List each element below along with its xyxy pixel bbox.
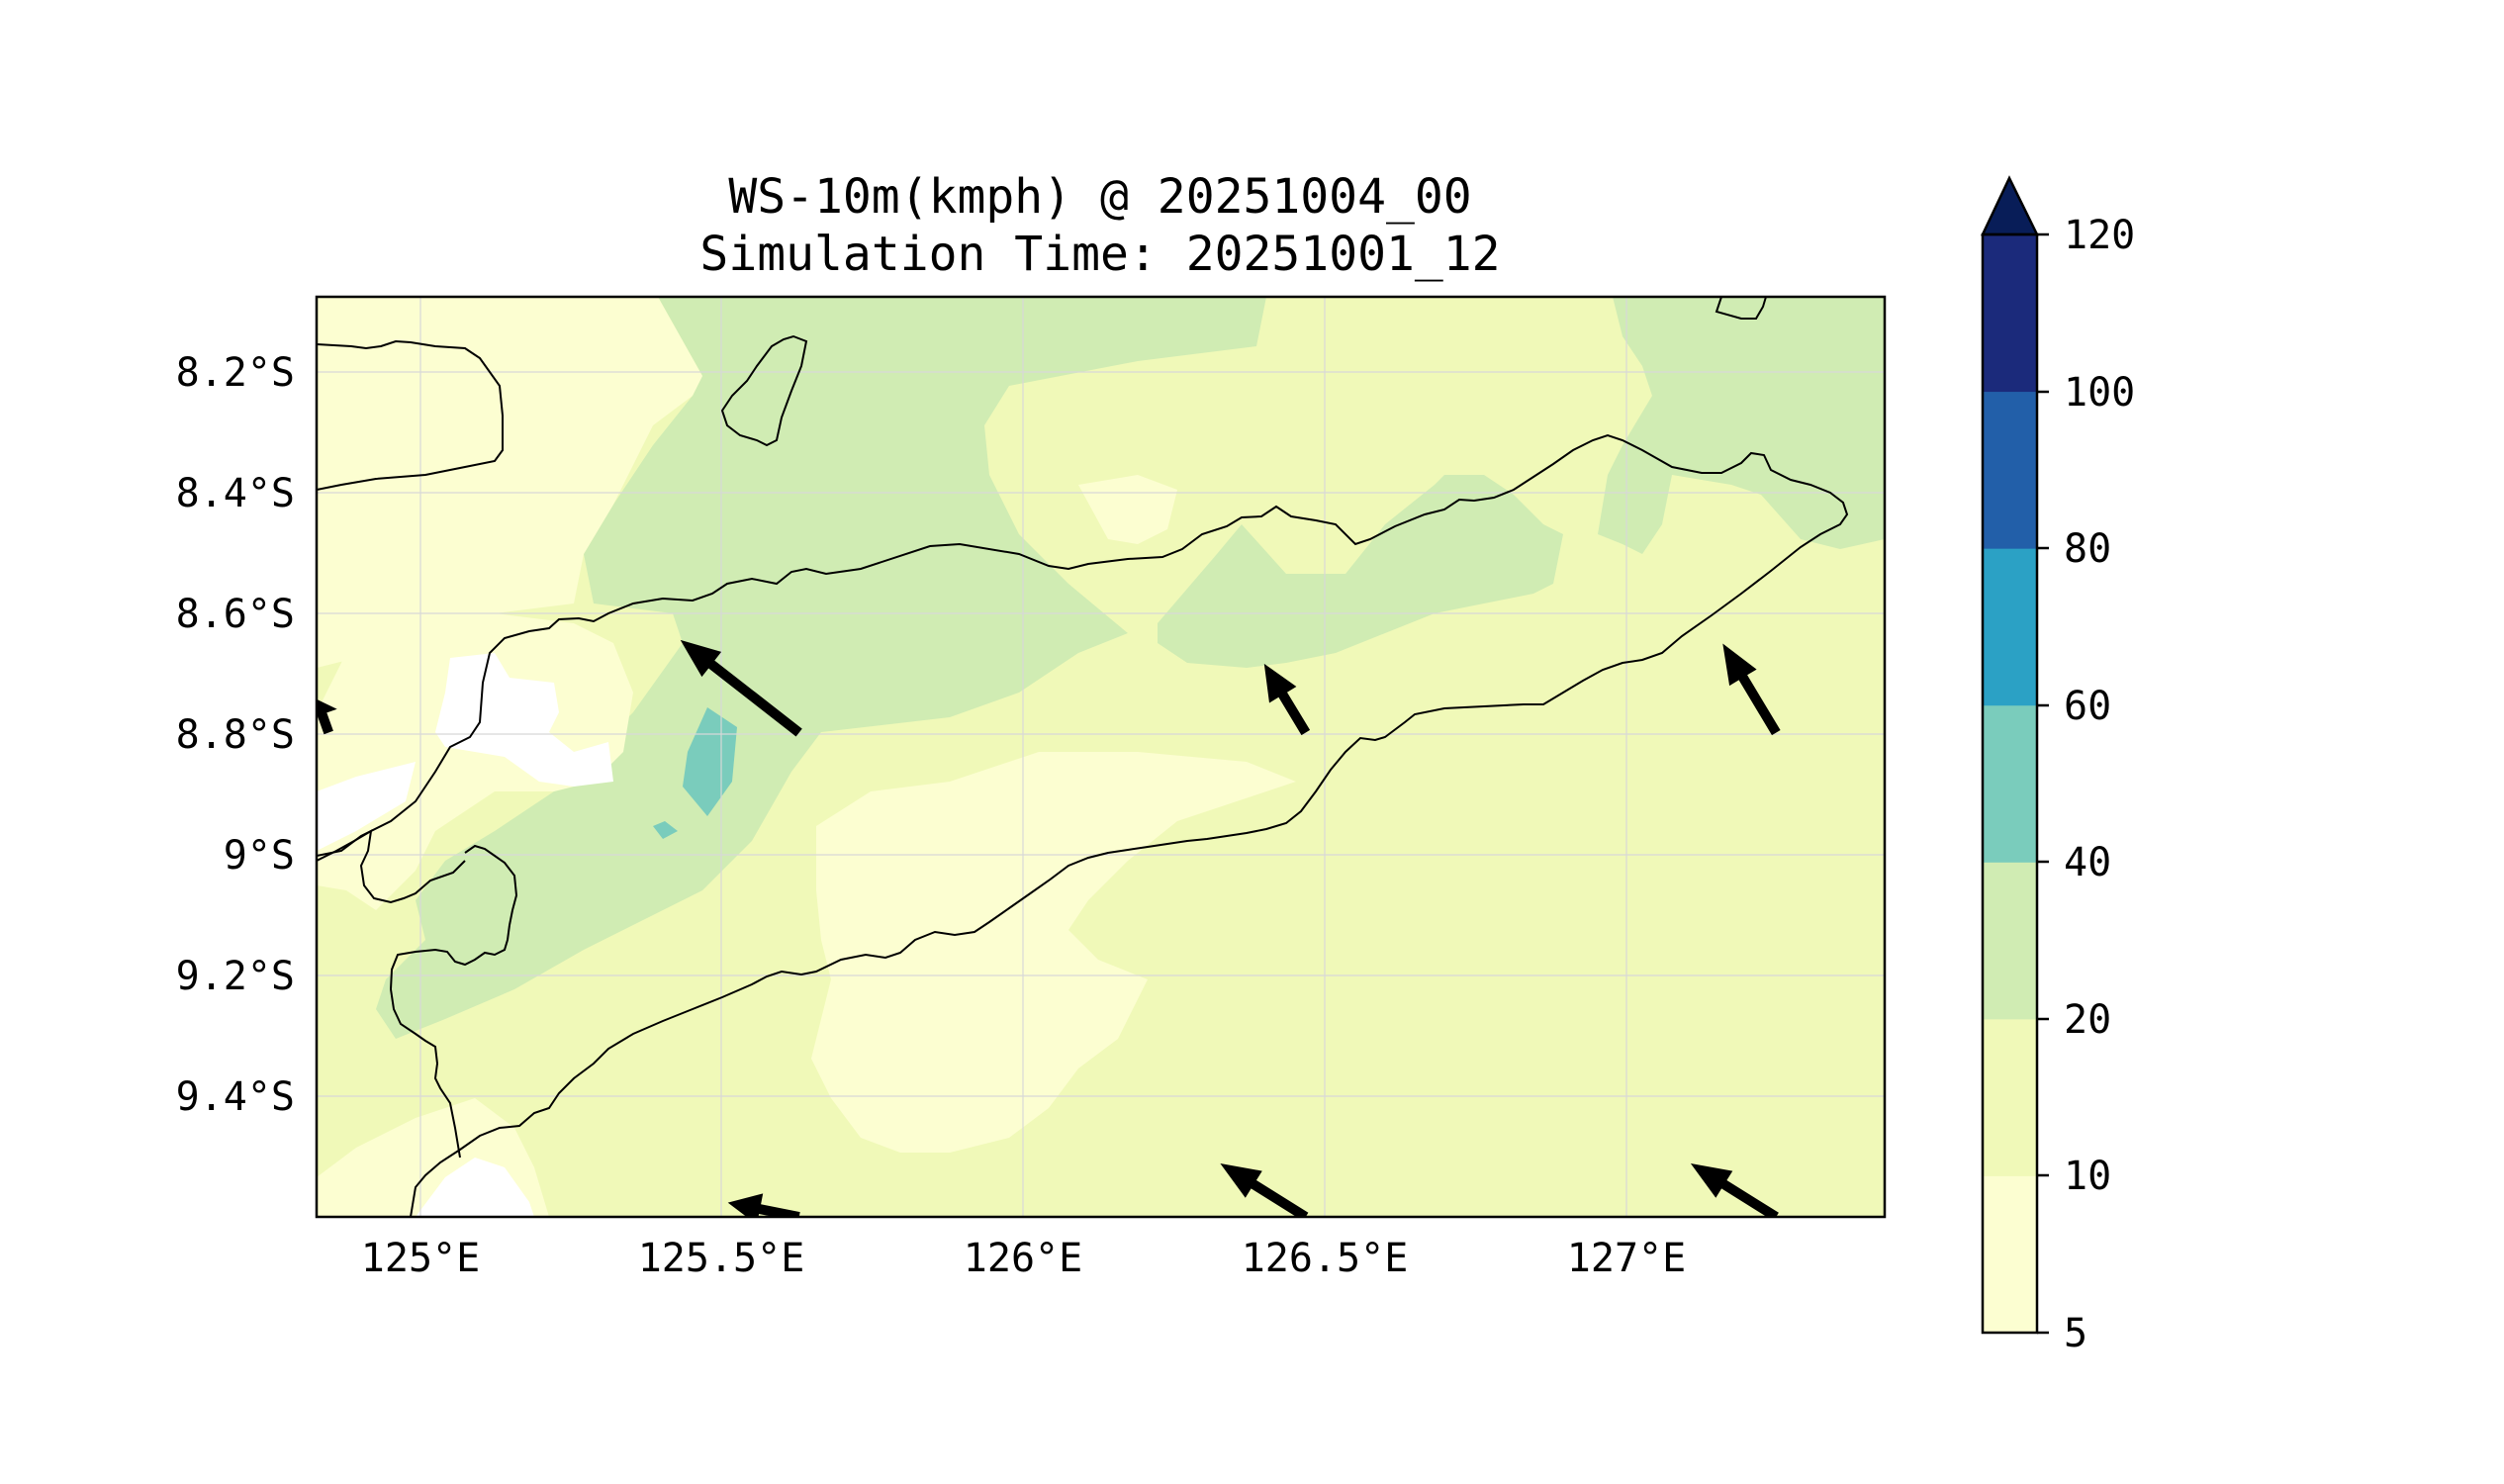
coastline-oecusse-west [317,829,466,904]
coastline-timor-north [317,433,1849,1217]
coastline-alor [317,339,504,491]
coastlines [317,297,1849,1217]
colorbar-tick-label: 40 [2064,840,2111,885]
colorbar-tick-label: 60 [2064,684,2111,729]
map-gridlines [317,297,1885,1217]
map-title-line1: WS-10m(kmph) @ 20251004_00 [728,169,1471,225]
colorbar-segment [1983,1175,2037,1334]
wind-arrow [1690,1163,1779,1217]
colorbar-segment [1983,548,2037,706]
lat-tick-label: 8.4°S [176,471,295,516]
wind-arrow [680,639,802,737]
wind-arrow [1263,663,1311,736]
colorbar-segment [1983,234,2037,393]
coastline-oecusse [389,844,518,1159]
wind-arrow [317,698,337,735]
colorbar-segment [1983,1018,2037,1176]
lat-tick-label: 9°S [224,833,295,879]
lat-tick-label: 8.2°S [176,350,295,396]
coastline-atauro [720,334,808,447]
contour-20-40 [317,297,1885,1039]
lon-tick-label: 125°E [361,1236,480,1281]
colorbar: 5 10 20 40 60 80 100 120 [1981,175,2135,1356]
colorbar-tick-label: 10 [2064,1154,2111,1199]
colorbar-tick-label: 80 [2064,526,2111,572]
colorbar-tick-label: 20 [2064,997,2111,1043]
wind-arrow [727,1193,800,1217]
lon-axis: 125°E 125.5°E 126°E 126.5°E 127°E [361,1236,1686,1281]
lon-tick-label: 126.5°E [1242,1236,1409,1281]
wind-vectors [317,639,1781,1217]
map-title-line2: Simulation Time: 20251001_12 [699,227,1500,282]
lat-axis: 8.2°S 8.4°S 8.6°S 8.8°S 9°S 9.2°S 9.4°S [176,350,295,1120]
lat-tick-label: 9.2°S [176,954,295,999]
lat-tick-label: 9.4°S [176,1074,295,1120]
wind-arrow [1722,643,1781,736]
lon-tick-label: 127°E [1567,1236,1686,1281]
lon-tick-label: 126°E [964,1236,1082,1281]
colorbar-frame [1981,232,2039,1335]
colorbar-segments [1983,234,2037,1334]
lon-tick-label: 125.5°E [638,1236,805,1281]
contour-below-5 [317,653,613,1217]
map-panel [317,297,1885,1217]
colorbar-segment [1983,704,2037,863]
coastline-wetar [1715,297,1767,320]
colorbar-tick-label: 5 [2064,1311,2087,1356]
colorbar-segment [1983,391,2037,549]
wind-arrow [1220,1163,1309,1217]
colorbar-segment [1983,862,2037,1020]
map-frame [315,295,1887,1219]
colorbar-extend-triangle [1981,175,2040,236]
colorbar-ticks [2037,232,2049,1335]
colorbar-tick-label: 120 [2064,213,2135,258]
lat-tick-label: 8.8°S [176,712,295,758]
colorbar-tick-label: 100 [2064,370,2135,416]
lat-tick-label: 8.6°S [176,592,295,637]
